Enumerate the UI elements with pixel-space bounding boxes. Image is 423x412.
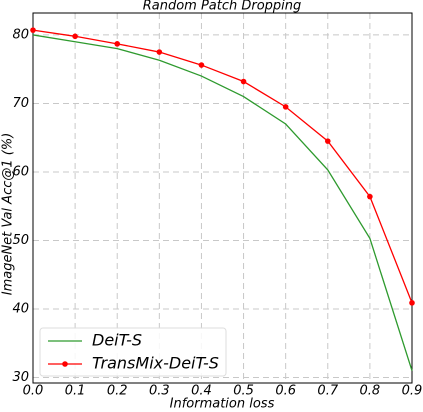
point xyxy=(198,62,205,68)
y-tick-label: 80 xyxy=(12,27,29,42)
x-tick-label: 0.9 xyxy=(402,384,423,399)
point xyxy=(114,41,121,47)
point xyxy=(324,138,331,144)
legend-label: DeiT-S xyxy=(92,331,142,350)
point xyxy=(409,300,415,306)
x-tick-label: 0.0 xyxy=(23,384,44,399)
y-tick-label: 60 xyxy=(12,164,29,179)
x-tick-label: 0.4 xyxy=(191,384,212,399)
x-tick-label: 0.5 xyxy=(233,384,254,399)
series-line xyxy=(32,34,413,371)
y-axis-label: ImageNet Val Acc@1 (%) xyxy=(1,133,16,296)
x-tick-label: 0.1 xyxy=(65,384,86,399)
point xyxy=(156,49,163,55)
x-tick-label: 0.8 xyxy=(360,384,381,399)
point xyxy=(30,27,36,33)
x-tick-label: 0.6 xyxy=(275,384,296,399)
chart-title: Random Patch Dropping xyxy=(143,0,302,14)
y-tick-label: 40 xyxy=(12,302,29,317)
point xyxy=(72,33,78,40)
y-tick-label: 30 xyxy=(12,370,29,385)
point xyxy=(367,193,373,200)
x-tick-label: 0.3 xyxy=(149,384,170,399)
series-line xyxy=(32,29,413,304)
y-tick-label: 70 xyxy=(12,96,29,111)
x-tick-label: 0.2 xyxy=(107,384,128,399)
legend-box xyxy=(39,327,227,377)
x-axis-label: Information loss xyxy=(170,397,275,412)
point xyxy=(240,78,247,85)
legend-label: TransMix-DeiT-S xyxy=(92,354,219,373)
point xyxy=(282,104,289,110)
legend-marker xyxy=(62,361,68,367)
y-tick-label: 50 xyxy=(12,233,29,248)
x-tick-label: 0.7 xyxy=(317,384,338,399)
plot-frame xyxy=(32,12,413,384)
